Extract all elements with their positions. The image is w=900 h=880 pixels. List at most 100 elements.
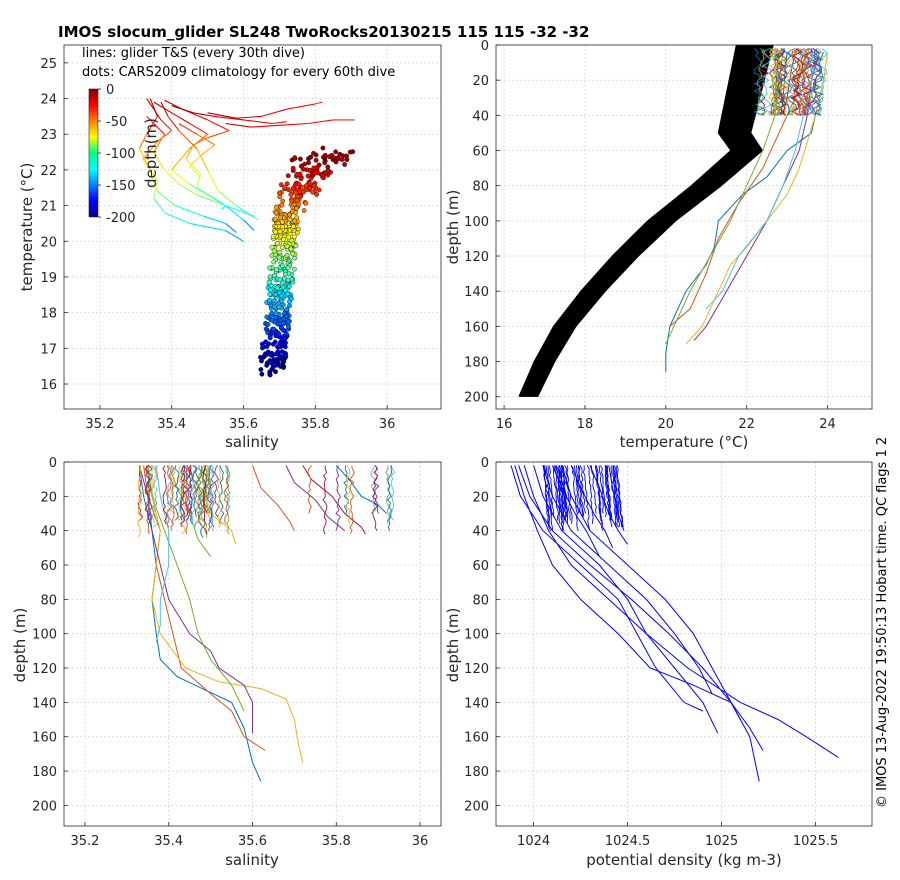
glider-ts-segment [225, 205, 244, 221]
glider-ts-segment [189, 155, 201, 167]
glider-temp-profile [790, 48, 802, 116]
climatology-dot [284, 243, 290, 249]
climatology-dot [297, 156, 303, 162]
climatology-dot [294, 230, 300, 236]
colorbar-gradient [88, 88, 99, 218]
glider-ts-segment [138, 148, 151, 171]
climatology-dot [293, 210, 298, 216]
dens-xlabel: potential density (kg m-3) [586, 851, 782, 869]
glider-sal-profile [252, 465, 295, 531]
ts-xtick-label: 35.6 [229, 417, 258, 432]
climatology-dot [263, 339, 269, 345]
sal-ytick-label: 0 [49, 456, 57, 471]
glider-density-profile [548, 465, 555, 517]
glider-ts-segment [272, 121, 287, 125]
glider-ts-segment [250, 124, 280, 128]
temp-ytick-label: 0 [481, 39, 489, 54]
glider-density-profile [577, 465, 585, 517]
climatology-dot [258, 354, 263, 360]
sal-data [137, 465, 395, 782]
glider-temp-profile [760, 48, 773, 116]
temp-xtick-label: 24 [819, 417, 836, 432]
climatology-dot [278, 325, 284, 331]
glider-ts-segment [200, 144, 216, 157]
ts-grid [64, 45, 441, 409]
climatology-dot [321, 154, 326, 160]
glider-ts-segment [189, 123, 208, 135]
glider-ts-segment [146, 116, 158, 135]
ts-xtick-label: 35.4 [157, 417, 186, 432]
climatology-dot [285, 277, 291, 283]
glider-density-profile [612, 465, 618, 521]
climatology-dot [273, 229, 278, 235]
climatology-dot [291, 266, 297, 272]
dens-ylabel: depth (m) [444, 608, 462, 683]
glider-sal-profile [173, 465, 180, 521]
glider-sal-profile [203, 465, 210, 514]
climatology-dot [267, 291, 273, 297]
dens-ytick-label: 140 [464, 696, 489, 711]
climatology-dot [284, 181, 290, 187]
dens-xtick-label: 1025 [705, 834, 738, 849]
glider-sal-profile [177, 465, 183, 521]
temp-ylabel: depth (m) [444, 190, 462, 265]
climatology-dot [271, 259, 277, 265]
climatology-dot [342, 162, 347, 167]
glider-ts-segment [225, 122, 251, 128]
glider-sal-profile [151, 465, 304, 763]
climatology-dot [316, 187, 322, 193]
ts-ylabel: temperature (°C) [18, 163, 36, 292]
climatology-dot [264, 362, 270, 368]
glider-sal-profile [214, 465, 220, 518]
climatology-dot [265, 330, 271, 336]
glider-ts-segment [171, 169, 191, 185]
colorbar-tick-label: 0 [106, 83, 114, 98]
climatology-dot [273, 204, 279, 210]
glider-ts-segment [243, 219, 255, 231]
glider-sal-profile [180, 465, 186, 528]
glider-ts-segment [149, 98, 158, 117]
glider-sal-profile [183, 465, 189, 518]
climatology-dot [325, 167, 331, 173]
ts-xlabel: salinity [225, 433, 279, 451]
glider-sal-profile [190, 465, 196, 528]
climatology-dot [274, 210, 279, 216]
climatology-dot [311, 150, 316, 156]
climatology-dot [283, 331, 289, 336]
glider-ts-segment [171, 112, 190, 124]
climatology-dot [280, 224, 285, 230]
climatology-dot [282, 185, 288, 191]
climatology-dot [279, 245, 285, 250]
ts-ytick-label: 24 [40, 93, 57, 108]
climatology-dot [314, 165, 320, 170]
dens-ytick-label: 20 [472, 490, 489, 505]
climatology-dot [265, 349, 271, 355]
glider-sal-profile [137, 465, 144, 521]
climatology-dot [314, 191, 319, 197]
glider-ts-segment [189, 222, 226, 232]
ts-ytick-label: 23 [40, 128, 57, 143]
climatology-dot [273, 291, 279, 297]
glider-sal-profile [372, 465, 379, 531]
glider-sal-profile [202, 465, 208, 514]
glider-density-profile [564, 465, 571, 521]
glider-sal-profile [209, 465, 215, 531]
climatology-dot [271, 357, 276, 363]
colorbar: 0 -50 -100 -150 -200 depth(m) [88, 83, 160, 226]
sal-ytick-label: 100 [32, 628, 57, 643]
climatology-dot [284, 313, 289, 319]
temp-xtick-label: 20 [658, 417, 675, 432]
glider-density-profile [598, 465, 604, 514]
glider-temp-profile [770, 48, 781, 116]
glider-density-profile [579, 465, 587, 514]
glider-density-profile [616, 465, 624, 528]
climatology-dot [293, 190, 298, 196]
climatology-dot [279, 219, 285, 225]
ts-ytick-label: 25 [40, 57, 57, 72]
glider-density-profile [554, 465, 561, 524]
temp-xtick-label: 18 [577, 417, 594, 432]
glider-sal-profile [155, 465, 170, 643]
climatology-dot [274, 285, 280, 291]
glider-ts-segment [142, 141, 158, 160]
glider-density-profile [612, 465, 620, 528]
